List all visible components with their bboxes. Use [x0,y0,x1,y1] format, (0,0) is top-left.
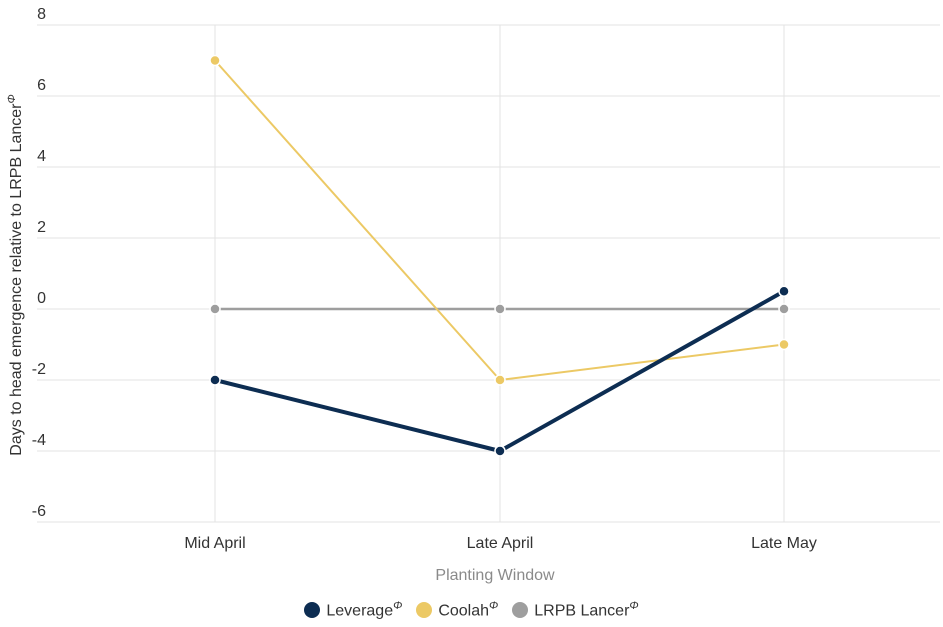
x-tick-label: Late May [751,535,817,552]
x-axis-ticks: Mid April Late April Late May [184,535,817,552]
y-axis-title: Days to head emergence relative to LRPB … [6,94,25,455]
x-tick-label: Late April [467,535,534,552]
legend-text-lrpb-lancer: LRPB Lancer [534,602,630,620]
y-tick-label: -2 [32,361,46,378]
y-axis-title-superscript: Φ [6,94,18,103]
y-tick-label: -6 [32,503,46,520]
legend-item-coolah[interactable]: CoolahΦ [416,600,498,620]
legend-superscript-coolah: Φ [489,600,499,612]
data-point-lrpb-lancer[interactable] [494,303,506,315]
legend-label-lrpb-lancer: LRPB LancerΦ [534,600,638,620]
legend: LeverageΦ CoolahΦ LRPB LancerΦ [0,600,943,620]
data-point-coolah[interactable] [209,54,221,67]
legend-label-coolah: CoolahΦ [438,600,498,620]
x-tick-label: Mid April [184,535,245,552]
y-tick-label: 0 [37,290,46,307]
legend-swatch-leverage [304,602,321,619]
y-tick-label: 2 [37,219,46,236]
data-point-coolah[interactable] [494,374,506,386]
data-point-coolah[interactable] [778,338,790,351]
y-tick-label: -4 [32,432,46,449]
legend-swatch-coolah [416,602,433,619]
data-point-leverage[interactable] [494,445,506,457]
legend-label-leverage: LeverageΦ [326,600,402,620]
legend-text-coolah: Coolah [438,602,490,620]
legend-item-lrpb-lancer[interactable]: LRPB LancerΦ [512,600,639,620]
data-point-lrpb-lancer[interactable] [209,303,221,315]
legend-item-leverage[interactable]: LeverageΦ [304,600,402,620]
legend-superscript-leverage: Φ [393,600,403,612]
data-point-leverage[interactable] [209,374,221,386]
series-points [209,54,790,457]
legend-swatch-lrpb-lancer [512,602,529,619]
legend-superscript-lrpb-lancer: Φ [629,600,639,612]
y-axis-ticks: 8 6 4 2 0 -2 -4 -6 [32,6,46,520]
y-tick-label: 8 [37,6,46,23]
data-point-leverage[interactable] [778,285,790,297]
legend-text-leverage: Leverage [326,602,394,620]
y-axis-title-text: Days to head emergence relative to LRPB … [8,103,25,456]
x-axis-title: Planting Window [435,567,555,584]
data-point-lrpb-lancer[interactable] [778,303,790,315]
y-tick-label: 4 [37,148,46,165]
y-tick-label: 6 [37,77,46,94]
